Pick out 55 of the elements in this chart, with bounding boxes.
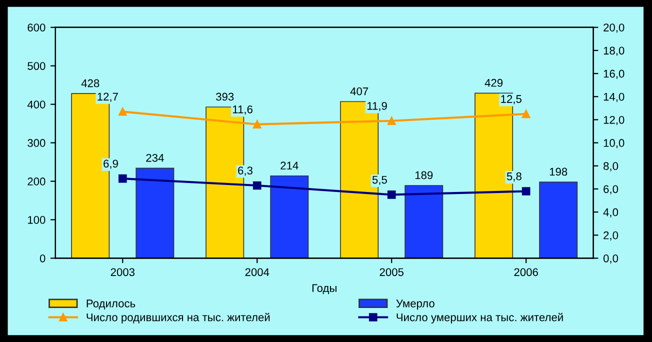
legend-label: Умерло: [396, 300, 434, 310]
data-label: 393: [216, 92, 234, 101]
data-label: 429: [484, 78, 503, 87]
y2-tick-label: 4,0: [603, 208, 618, 218]
y-tick-label: 300: [28, 139, 46, 147]
data-label: 198: [550, 168, 568, 176]
point: [522, 187, 530, 196]
y2-tick-label: 12,0: [604, 116, 624, 126]
y2-tick-label: 6,0: [604, 185, 618, 194]
bar: [404, 185, 444, 258]
x-tick-label: 2005: [380, 268, 404, 276]
point: [118, 174, 127, 183]
x-tick-label: 2006: [514, 268, 538, 276]
legend-label: Родилось: [86, 300, 136, 310]
y2-tick-label: 20,0: [604, 24, 624, 33]
bar: [136, 168, 174, 258]
y-tick-label: 500: [28, 62, 46, 70]
y-tick-label: 600: [28, 24, 46, 32]
data-label: 407: [350, 87, 368, 96]
data-label: 11,9: [367, 102, 387, 112]
y2-tick-label: 10,0: [604, 139, 624, 148]
x-tick-label: 2004: [245, 268, 270, 276]
data-label: 12,5: [501, 95, 522, 104]
point: [118, 107, 127, 116]
y-tick-label: 100: [28, 216, 46, 224]
data-label: 214: [280, 162, 298, 170]
y-tick-label: 200: [28, 178, 46, 186]
y2-tick-label: 18,0: [604, 46, 624, 56]
x-tick-label: 2003: [110, 268, 135, 276]
y2-tick-label: 2,0: [604, 231, 618, 241]
x-axis-title: Годы: [312, 284, 336, 294]
point: [522, 110, 530, 118]
y2-tick-label: 0,0: [603, 254, 618, 264]
data-label: 234: [146, 154, 164, 162]
data-label: 5,5: [372, 176, 387, 186]
point: [387, 116, 396, 126]
y-tick-label: 400: [27, 100, 46, 108]
y2-tick-label: 16,0: [604, 70, 624, 79]
point: [387, 190, 396, 199]
y2-tick-label: 8,0: [604, 162, 618, 172]
legend-label: Число родившихся на тыс. жителей: [86, 312, 270, 324]
data-label: 11,6: [233, 105, 252, 115]
y2-tick-label: 14,0: [604, 92, 624, 102]
data-label: 12,7: [98, 92, 118, 102]
bar: [539, 182, 578, 258]
data-label: 6,9: [104, 160, 118, 169]
data-label: 428: [81, 79, 100, 88]
bar: [270, 175, 309, 258]
data-label: 5,8: [506, 172, 522, 182]
data-label: 189: [415, 171, 433, 180]
point: [252, 120, 262, 128]
legend-label: Число умерших на тыс. жителей: [396, 312, 563, 324]
y-tick-label: 0: [40, 254, 46, 262]
data-label: 6,3: [238, 166, 252, 176]
point: [252, 181, 262, 190]
